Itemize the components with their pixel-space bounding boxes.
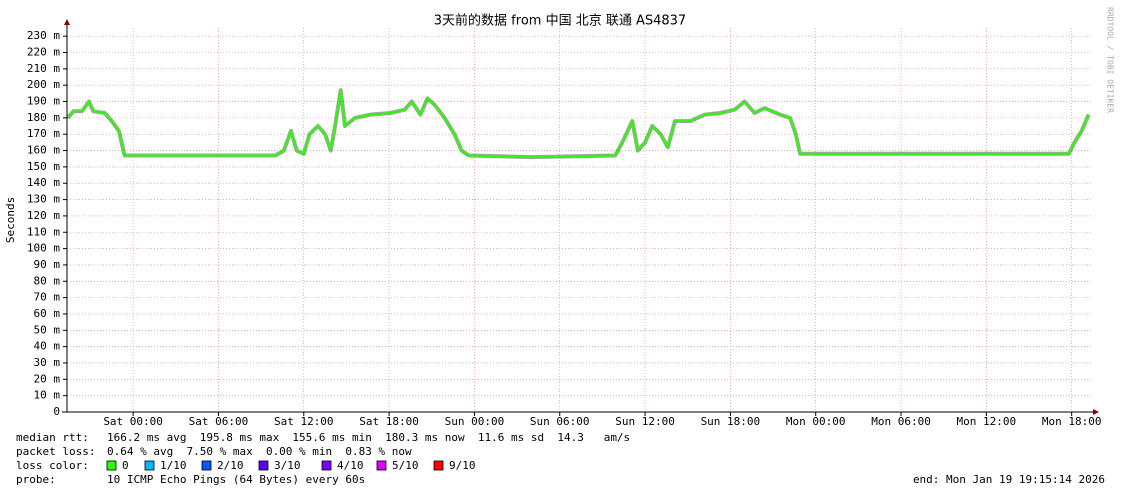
y-tick-label: 80 m xyxy=(34,274,61,287)
series-line xyxy=(66,89,1090,159)
loss-swatch xyxy=(321,460,332,471)
y-tick-label: 180 m xyxy=(27,111,60,124)
x-tick-label: Sun 06:00 xyxy=(530,415,590,428)
y-tick-label: 210 m xyxy=(27,62,60,75)
y-tick-label: 120 m xyxy=(27,209,60,222)
y-tick-label: 220 m xyxy=(27,46,60,59)
x-tick-label: Sat 18:00 xyxy=(359,415,419,428)
loss-name: 4/10 xyxy=(337,459,364,472)
y-tick-label: 190 m xyxy=(27,95,60,108)
loss-name: 1/10 xyxy=(160,459,187,472)
loss-swatch xyxy=(106,460,117,471)
stats-label: packet loss: xyxy=(16,445,95,458)
x-tick-label: Sat 12:00 xyxy=(274,415,334,428)
y-tick-label: 160 m xyxy=(27,144,60,157)
y-tick-label: 100 m xyxy=(27,242,60,255)
y-tick-label: 0 xyxy=(53,405,60,418)
loss-swatch xyxy=(144,460,155,471)
loss-name: 0 xyxy=(122,459,129,472)
loss-name: 9/10 xyxy=(449,459,476,472)
y-tick-label: 150 m xyxy=(27,160,60,173)
loss-swatch xyxy=(376,460,387,471)
x-arrow xyxy=(1093,409,1099,415)
y-tick-label: 60 m xyxy=(34,307,61,320)
loss-label: loss color: xyxy=(16,459,89,472)
legend: median rtt: 166.2 ms avg 195.8 ms max 155… xyxy=(16,431,1105,486)
y-tick-label: 140 m xyxy=(27,176,60,189)
x-tick-label: Sat 00:00 xyxy=(103,415,163,428)
x-tick-label: Mon 18:00 xyxy=(1042,415,1102,428)
x-tick-label: Sun 00:00 xyxy=(445,415,505,428)
side-label: RRDTOOL / TOBI OETIKER xyxy=(1106,7,1115,113)
loss-swatch xyxy=(201,460,212,471)
loss-name: 2/10 xyxy=(217,459,244,472)
loss-name: 5/10 xyxy=(392,459,419,472)
y-axis-label: Seconds xyxy=(4,197,17,243)
y-tick-label: 70 m xyxy=(34,291,61,304)
grid: 0 10 m 20 m 30 m 40 m 50 m 60 m 70 m 80 m 90 m 100… xyxy=(27,28,1102,428)
x-tick-label: Mon 12:00 xyxy=(957,415,1017,428)
plot xyxy=(66,88,1091,160)
y-tick-label: 200 m xyxy=(27,78,60,91)
loss-name: 3/10 xyxy=(274,459,301,472)
y-tick-label: 110 m xyxy=(27,225,60,238)
y-tick-label: 50 m xyxy=(34,323,61,336)
y-tick-label: 10 m xyxy=(34,389,61,402)
x-tick-label: Mon 00:00 xyxy=(786,415,846,428)
y-tick-label: 130 m xyxy=(27,193,60,206)
x-tick-label: Sat 06:00 xyxy=(189,415,249,428)
loss-swatch xyxy=(258,460,269,471)
y-arrow xyxy=(64,19,70,25)
stats-text: 0.64 % avg 7.50 % max 0.00 % min 0.83 % … xyxy=(107,445,412,458)
stats-label: median rtt: xyxy=(16,431,89,444)
stats-text: 166.2 ms avg 195.8 ms max 155.6 ms min 1… xyxy=(107,431,630,444)
x-tick-label: Sun 12:00 xyxy=(615,415,675,428)
y-tick-label: 230 m xyxy=(27,29,60,42)
y-tick-label: 170 m xyxy=(27,127,60,140)
end-time: end: Mon Jan 19 19:15:14 2026 xyxy=(913,473,1105,486)
y-tick-label: 30 m xyxy=(34,356,61,369)
probe-text: 10 ICMP Echo Pings (64 Bytes) every 60s xyxy=(107,473,365,486)
y-tick-label: 90 m xyxy=(34,258,61,271)
x-tick-label: Mon 06:00 xyxy=(871,415,931,428)
y-tick-label: 20 m xyxy=(34,372,61,385)
y-tick-label: 40 m xyxy=(34,340,61,353)
x-tick-label: Sun 18:00 xyxy=(701,415,761,428)
probe-label: probe: xyxy=(16,473,56,486)
loss-swatch xyxy=(433,460,444,471)
chart-title: 3天前的数据 from 中国 北京 联通 AS4837 xyxy=(434,13,686,29)
